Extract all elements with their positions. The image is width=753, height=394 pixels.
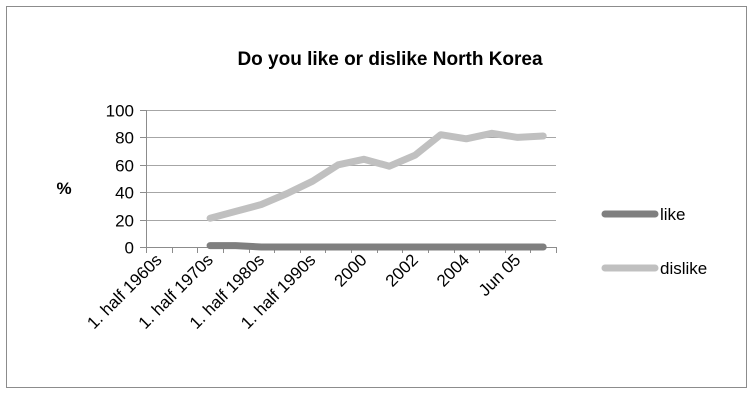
y-tick-label: 100 bbox=[106, 102, 134, 121]
y-tick-labels: 0 20 40 60 80 100 bbox=[106, 102, 134, 258]
y-tick-label: 20 bbox=[115, 212, 134, 231]
series-lines bbox=[206, 129, 547, 251]
legend-label-dislike: dislike bbox=[660, 259, 707, 278]
y-tick-label: 60 bbox=[115, 157, 134, 176]
y-tick-label: 80 bbox=[115, 129, 134, 148]
chart-title: Do you like or dislike North Korea bbox=[237, 49, 543, 70]
y-axis-label: % bbox=[56, 179, 71, 198]
legend-label-like: like bbox=[660, 205, 686, 224]
y-tick-label: 0 bbox=[125, 239, 134, 258]
legend: like dislike bbox=[601, 205, 707, 278]
series-line-like bbox=[206, 242, 547, 251]
series-line-dislike bbox=[206, 129, 547, 222]
chart-border bbox=[6, 6, 747, 388]
y-tick-label: 40 bbox=[115, 184, 134, 203]
